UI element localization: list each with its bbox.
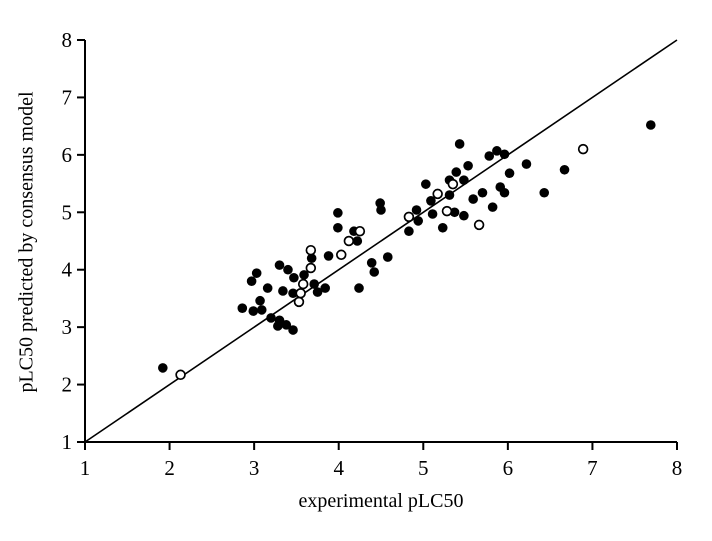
data-point-filled — [459, 210, 469, 221]
data-point-filled — [376, 205, 386, 215]
data-point-filled — [323, 251, 334, 261]
y-tick-label: 4 — [62, 258, 73, 282]
data-point-filled — [539, 187, 550, 198]
x-tick-label: 5 — [418, 456, 429, 480]
data-point-filled — [266, 313, 276, 323]
data-point-filled — [354, 283, 364, 293]
data-point-filled — [255, 295, 265, 306]
data-point-filled — [248, 306, 259, 316]
data-point-filled — [237, 303, 248, 313]
data-point-filled — [288, 288, 298, 299]
data-point-open — [175, 369, 186, 381]
data-point-open — [305, 244, 317, 256]
data-point-filled — [492, 146, 502, 156]
data-point-filled — [421, 179, 431, 189]
x-tick-label: 2 — [164, 456, 175, 480]
data-point-filled — [382, 252, 393, 262]
data-point-open — [295, 288, 306, 299]
data-point-filled — [251, 268, 262, 278]
data-point-filled — [306, 253, 317, 264]
x-tick-label: 1 — [80, 456, 91, 480]
data-point-open — [577, 143, 589, 155]
data-point-open — [441, 205, 453, 217]
x-tick-label: 7 — [587, 456, 598, 480]
data-point-filled — [312, 287, 323, 297]
data-point-filled — [283, 264, 293, 275]
data-point-open — [305, 262, 317, 274]
data-point-filled — [411, 205, 422, 215]
data-point-open — [447, 178, 459, 190]
data-point-filled — [463, 160, 473, 171]
data-point-filled — [504, 168, 515, 179]
y-tick-label: 7 — [62, 85, 73, 109]
data-point-filled — [645, 120, 656, 130]
data-point-filled — [468, 194, 478, 204]
data-point-filled — [444, 190, 455, 200]
data-point-open — [432, 188, 443, 200]
data-point-filled — [352, 236, 363, 246]
data-point-filled — [413, 216, 424, 226]
axes: 1 2 3 4 5 6 7 8 1 2 3 4 5 6 7 8 — [62, 28, 683, 480]
data-point-filled — [333, 222, 343, 233]
data-point-open — [297, 278, 309, 290]
data-point-filled — [484, 151, 495, 161]
data-point-filled — [459, 175, 469, 185]
data-point-filled — [262, 283, 273, 293]
series-open — [175, 143, 589, 381]
data-point-filled — [256, 305, 267, 315]
data-point-filled — [274, 260, 285, 270]
data-point-filled — [366, 258, 377, 268]
identity-line — [84, 39, 678, 443]
data-point-filled — [404, 226, 414, 237]
x-axis-title: experimental pLC50 — [298, 490, 464, 512]
data-point-filled — [449, 207, 460, 218]
x-tick-label: 4 — [333, 456, 344, 480]
data-point-filled — [477, 187, 488, 198]
y-tick-label: 8 — [62, 28, 73, 52]
y-tick-label: 6 — [62, 143, 73, 167]
data-point-filled — [487, 202, 498, 212]
data-point-open — [403, 211, 415, 223]
data-point-filled — [499, 187, 510, 198]
data-point-filled — [427, 209, 438, 219]
data-point-open — [343, 235, 355, 247]
data-point-filled — [246, 276, 257, 287]
data-point-filled — [369, 267, 380, 277]
data-point-filled — [454, 139, 465, 149]
data-point-open — [473, 219, 485, 231]
data-point-filled — [273, 321, 283, 331]
data-point-filled — [426, 196, 436, 206]
y-tick-label: 3 — [62, 315, 73, 339]
data-point-filled — [499, 149, 510, 160]
data-point-filled — [289, 272, 299, 283]
data-point-filled — [320, 283, 330, 293]
data-point-filled — [521, 159, 532, 169]
data-point-filled — [281, 320, 292, 330]
data-point-open — [336, 249, 347, 261]
data-point-filled — [451, 167, 462, 177]
data-point-filled — [559, 164, 570, 175]
data-point-open — [293, 296, 305, 308]
data-point-filled — [333, 208, 343, 218]
data-point-filled — [158, 363, 168, 373]
y-tick-label: 2 — [62, 373, 73, 397]
data-point-filled — [437, 222, 448, 233]
x-tick-label: 3 — [249, 456, 260, 480]
data-point-filled — [288, 325, 298, 335]
series-filled — [158, 120, 656, 373]
data-point-filled — [299, 270, 309, 280]
y-tick-label: 5 — [62, 200, 73, 224]
y-axis-title: pLC50 predicted by consensus model — [15, 91, 38, 393]
data-point-filled — [278, 286, 288, 296]
y-tick-label: 1 — [62, 430, 73, 454]
x-tick-label: 6 — [503, 456, 514, 480]
x-tick-label: 8 — [672, 456, 683, 480]
data-point-filled — [309, 279, 319, 289]
data-point-open — [354, 225, 366, 237]
